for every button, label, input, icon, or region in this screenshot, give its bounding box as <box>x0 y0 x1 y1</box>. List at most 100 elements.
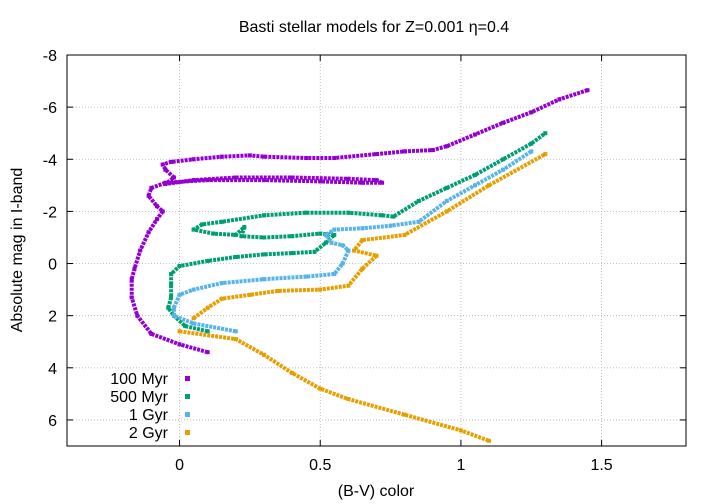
data-point <box>360 238 365 243</box>
data-point <box>501 120 506 125</box>
data-point <box>171 313 176 318</box>
data-point <box>169 272 174 276</box>
data-point <box>276 288 280 293</box>
data-point <box>219 219 224 224</box>
data-point <box>262 178 266 183</box>
data-point <box>430 148 435 153</box>
data-point <box>312 249 317 254</box>
data-point <box>332 156 337 160</box>
data-point <box>543 131 548 136</box>
data-point <box>135 313 140 318</box>
data-point <box>346 397 351 402</box>
data-point <box>487 183 491 188</box>
data-point <box>416 219 421 224</box>
data-point <box>262 252 266 257</box>
data-point <box>233 329 238 334</box>
data-point <box>318 179 323 184</box>
data-point <box>177 264 182 269</box>
data-point <box>183 324 188 329</box>
data-point <box>262 277 266 282</box>
data-point <box>402 149 407 154</box>
data-point <box>149 331 154 336</box>
data-point <box>169 159 174 164</box>
data-point <box>146 193 151 198</box>
legend-label: 100 Myr <box>110 371 168 388</box>
data-point <box>239 234 244 239</box>
data-point <box>155 217 159 222</box>
data-point <box>402 412 407 417</box>
data-point <box>169 295 174 300</box>
data-point <box>219 281 224 286</box>
legend-label: 500 Myr <box>110 389 168 406</box>
data-point <box>585 88 590 93</box>
data-point <box>146 230 151 235</box>
data-point <box>233 255 238 259</box>
y-tick-label: -2 <box>43 204 57 221</box>
data-point <box>473 172 477 177</box>
data-point <box>211 231 216 236</box>
data-point <box>233 337 238 342</box>
data-point <box>177 329 182 334</box>
y-tick-label: -8 <box>43 48 57 65</box>
y-tick-label: -4 <box>43 152 57 169</box>
data-point <box>262 352 266 357</box>
data-point <box>262 235 266 240</box>
data-point <box>332 272 337 276</box>
data-point <box>402 232 407 237</box>
data-point <box>304 156 309 160</box>
data-point <box>171 305 176 310</box>
y-tick-label: 4 <box>48 361 57 378</box>
data-point <box>416 199 421 203</box>
data-point <box>529 149 534 154</box>
data-point <box>360 226 365 231</box>
data-point <box>444 209 449 214</box>
data-point <box>332 232 337 237</box>
data-point <box>346 283 351 288</box>
x-tick-label: 1 <box>456 457 465 474</box>
data-point <box>219 296 224 301</box>
data-point <box>169 282 174 287</box>
data-point <box>329 240 334 245</box>
chart-title: Basti stellar models for Z=0.001 η=0.4 <box>239 19 509 36</box>
data-point <box>177 292 182 297</box>
data-point <box>501 157 506 162</box>
x-axis-label: (B-V) color <box>338 483 415 500</box>
data-point <box>205 178 210 183</box>
data-point <box>191 316 196 321</box>
series-2-gyr <box>177 152 548 443</box>
data-point <box>529 110 534 115</box>
data-point <box>191 287 196 292</box>
legend-label: 2 Gyr <box>129 425 169 442</box>
x-tick-label: 0 <box>175 457 184 474</box>
data-points <box>129 88 590 443</box>
data-point <box>444 199 449 203</box>
x-tick-label: 0.5 <box>309 457 331 474</box>
data-point <box>374 152 379 157</box>
data-point <box>473 132 477 137</box>
data-point <box>160 209 165 214</box>
data-point <box>262 213 266 218</box>
data-point <box>290 234 295 239</box>
data-point <box>177 342 182 347</box>
data-point <box>444 185 449 190</box>
data-point <box>543 152 548 157</box>
y-tick-label: 2 <box>48 309 57 326</box>
data-point <box>163 182 168 186</box>
data-point <box>160 162 165 167</box>
data-point <box>290 251 295 256</box>
data-point <box>129 277 134 282</box>
data-point <box>346 210 351 215</box>
data-point <box>360 180 365 185</box>
series-track <box>192 152 547 320</box>
data-point <box>247 292 252 297</box>
data-point <box>323 240 328 245</box>
data-point <box>391 214 396 219</box>
data-point <box>458 428 463 433</box>
data-point <box>340 243 345 248</box>
data-point <box>191 178 196 183</box>
plot-frame <box>66 54 687 447</box>
data-point <box>501 167 506 172</box>
data-point <box>155 204 159 209</box>
